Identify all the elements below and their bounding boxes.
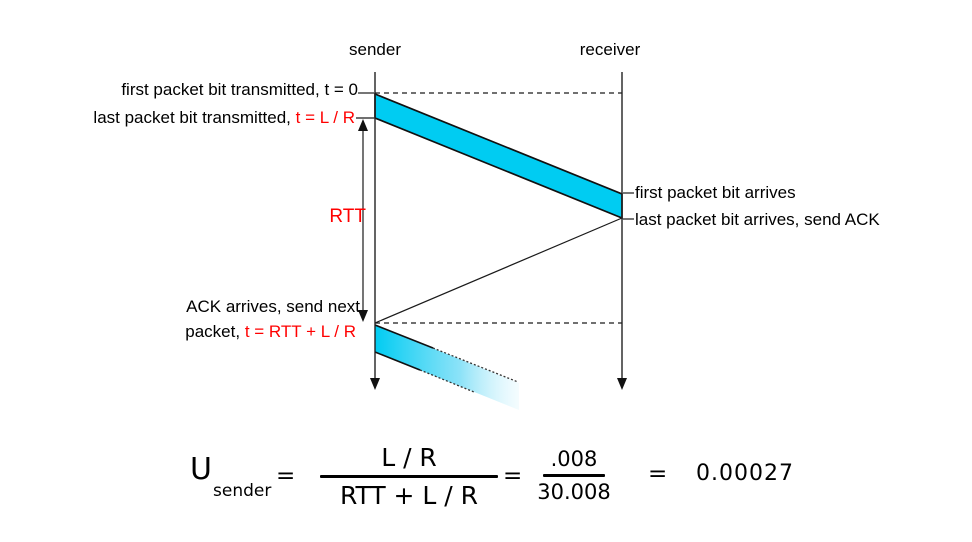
annotation-last-transmitted-black: last packet bit transmitted, bbox=[93, 108, 296, 127]
sender-timeline-arrowhead bbox=[370, 378, 380, 390]
fraction-2-denominator: 30.008 bbox=[537, 480, 611, 504]
formula-equals-3: = bbox=[648, 461, 668, 487]
next-band-bottom-edge bbox=[374, 351, 421, 371]
fraction-1-denominator: RTT + L / R bbox=[339, 481, 479, 510]
formula-result: 0.00027 bbox=[696, 461, 794, 486]
formula-u-subscript: sender bbox=[213, 481, 272, 501]
formula-equals-2: = bbox=[503, 463, 523, 489]
next-band-top-edge-dotted bbox=[432, 347, 519, 383]
fraction-2-numerator: .008 bbox=[550, 447, 598, 471]
annotation-ack-arrives-line2: packet, t = RTT + L / R bbox=[185, 321, 356, 342]
rtt-arrow-down-head bbox=[358, 310, 368, 322]
sender-label: sender bbox=[349, 40, 401, 59]
fraction-1-numerator: L / R bbox=[381, 443, 437, 472]
annotation-last-transmitted-red: t = L / R bbox=[295, 108, 355, 127]
next-band-bottom-edge-dotted bbox=[419, 369, 475, 393]
receiver-timeline-arrowhead bbox=[617, 378, 627, 390]
formula-fraction-2: .008 30.008 bbox=[536, 447, 612, 504]
rtt-arrow-up-head bbox=[358, 119, 368, 131]
annotation-first-arrives: first packet bit arrives bbox=[635, 183, 796, 202]
formula-equals-1: = bbox=[276, 463, 296, 489]
receiver-label: receiver bbox=[579, 40, 641, 59]
formula-u-symbol: U bbox=[190, 452, 212, 487]
annotation-ack-arrives-line2-red: t = RTT + L / R bbox=[244, 322, 356, 341]
annotation-ack-arrives-line2-black: packet, bbox=[185, 322, 245, 341]
next-packet-band bbox=[375, 325, 519, 410]
annotation-ack-arrives-line1: ACK arrives, send next bbox=[186, 297, 360, 316]
annotation-last-arrives: last packet bit arrives, send ACK bbox=[635, 210, 880, 229]
packet-transmission-band bbox=[374, 92, 623, 220]
rtt-label: RTT bbox=[329, 206, 366, 227]
formula-fraction-1: L / R RTT + L / R bbox=[320, 443, 498, 510]
annotation-first-transmitted: first packet bit transmitted, t = 0 bbox=[121, 80, 358, 99]
fraction-2-bar bbox=[543, 474, 605, 477]
annotation-last-transmitted: last packet bit transmitted, t = L / R bbox=[93, 107, 355, 128]
ack-line bbox=[374, 217, 623, 324]
fraction-1-bar bbox=[320, 475, 498, 478]
next-band-top-edge bbox=[374, 324, 434, 349]
